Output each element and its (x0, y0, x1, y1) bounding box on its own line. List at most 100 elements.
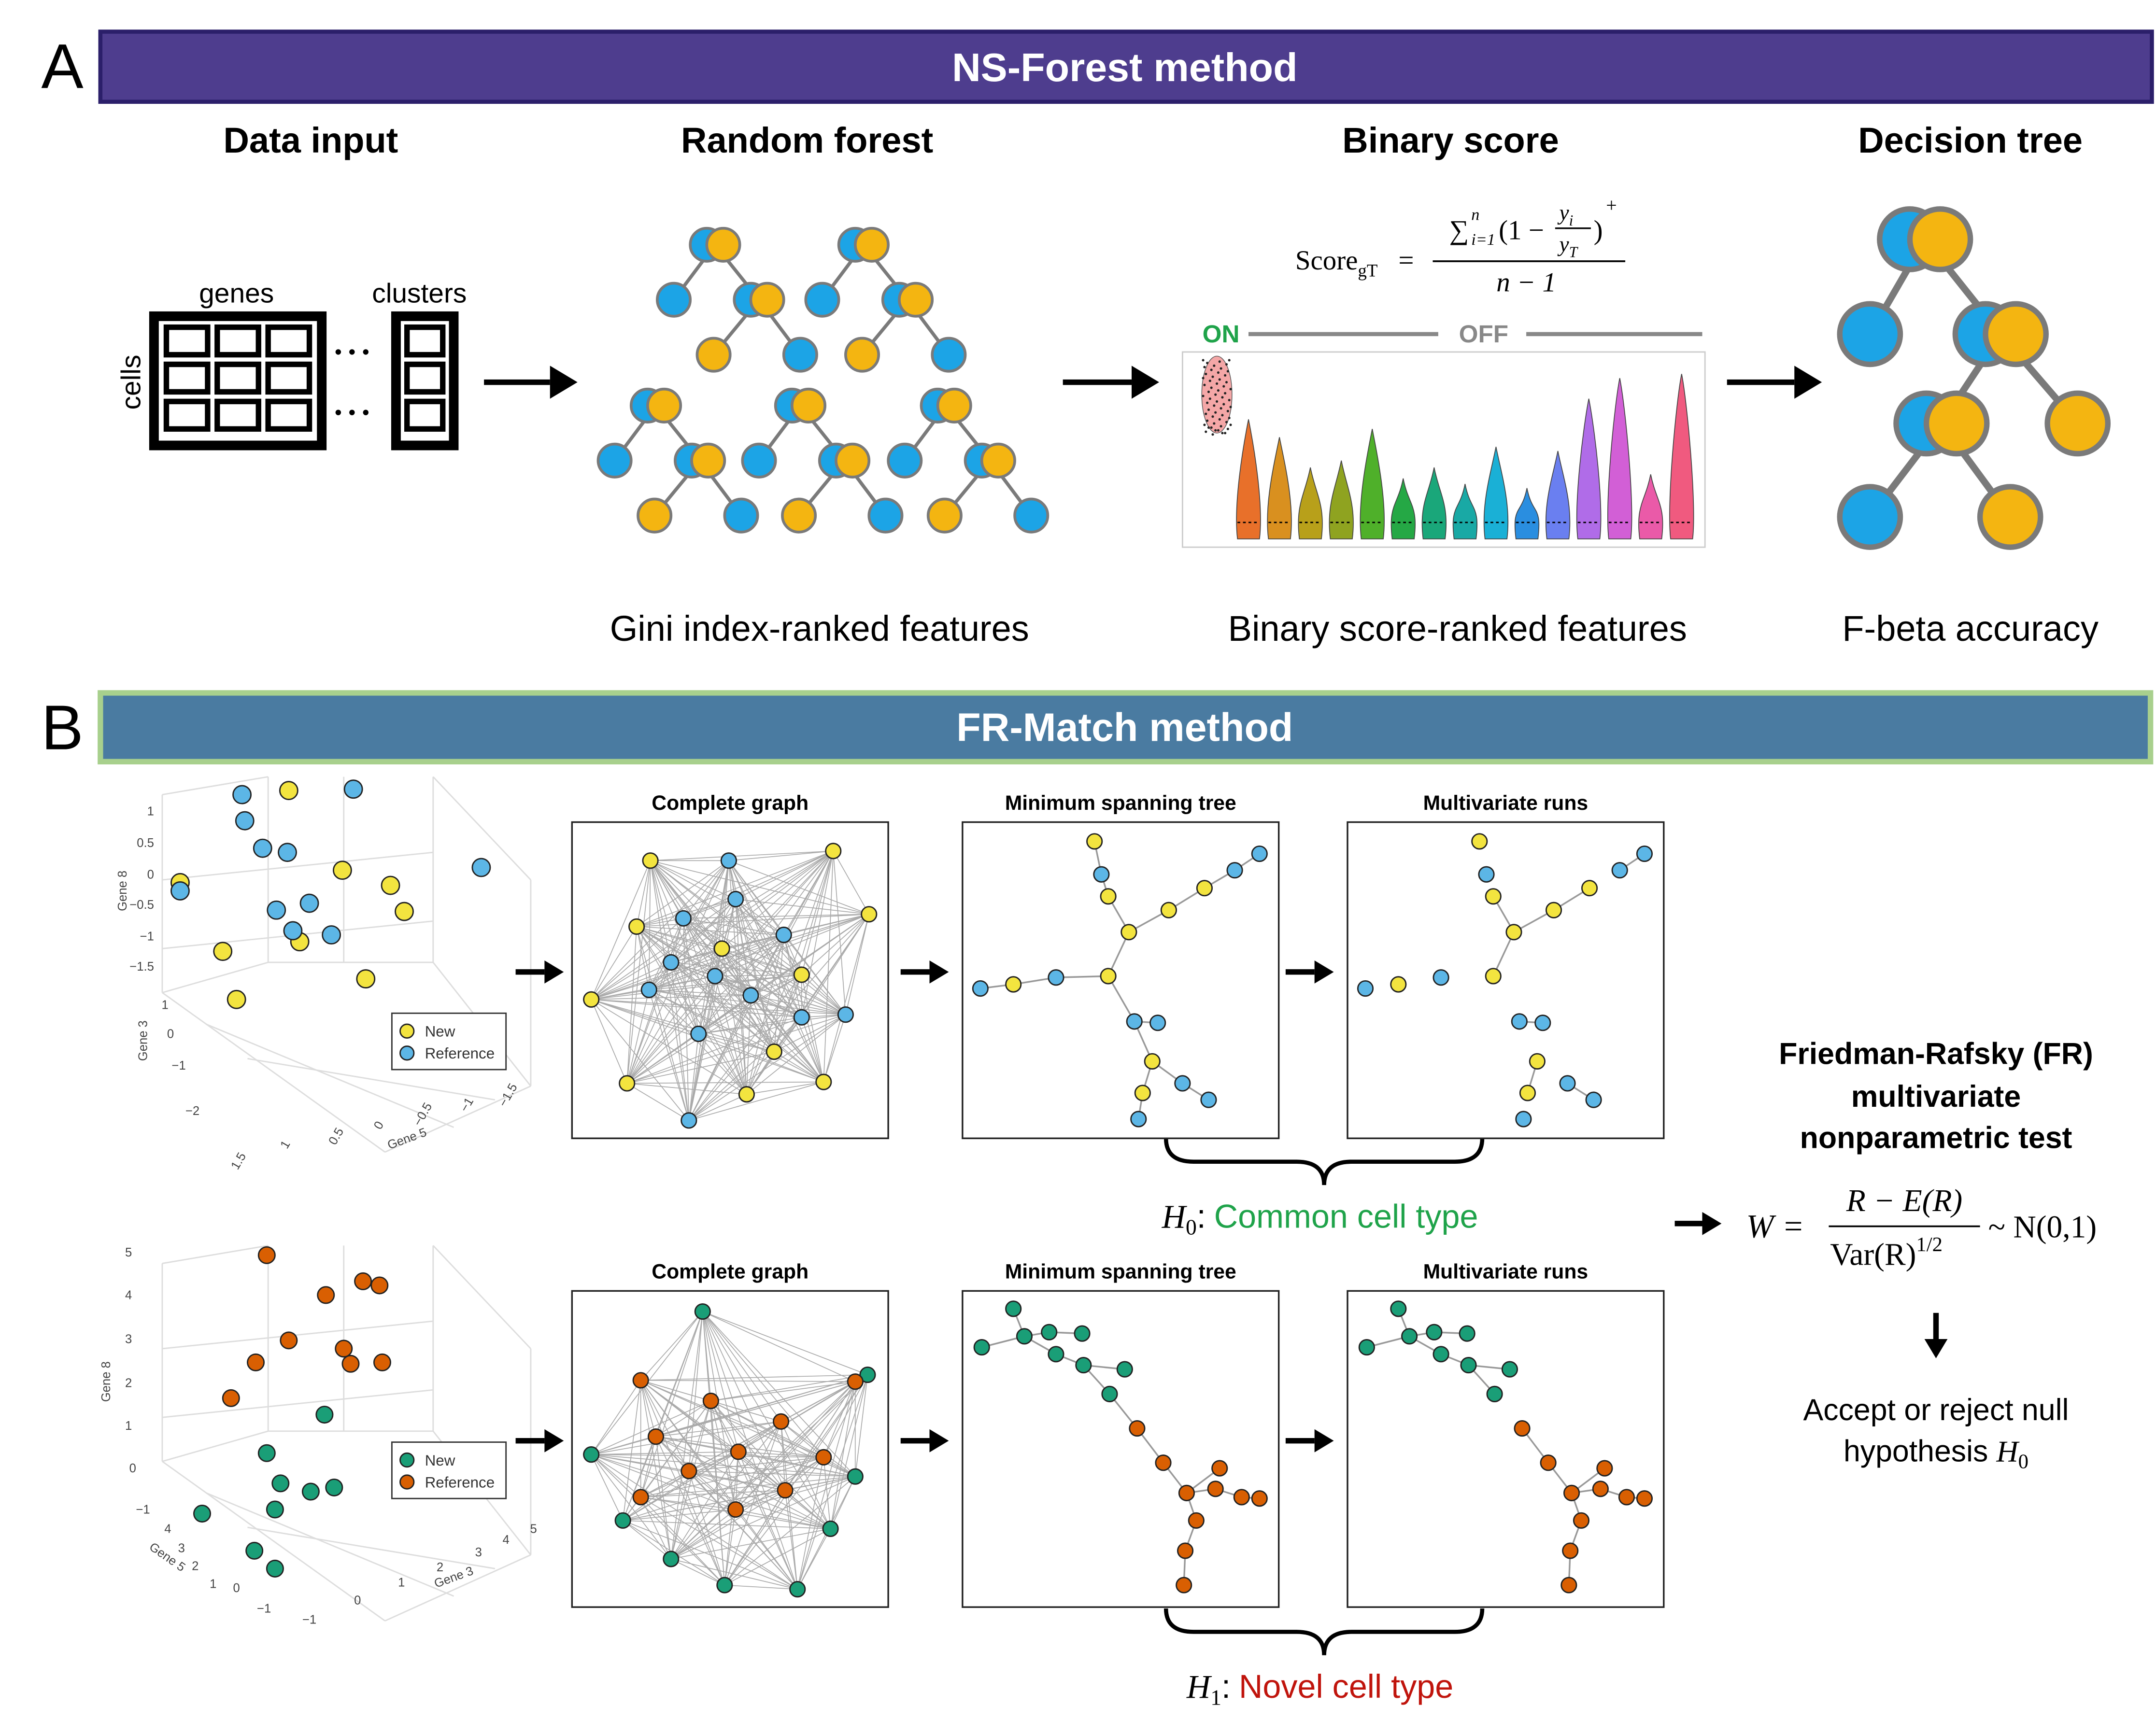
caption: Binary score-ranked features (1228, 608, 1687, 649)
edge (637, 914, 869, 927)
edge (721, 948, 747, 1095)
formula: n − 1 (1496, 268, 1556, 298)
point (341, 1354, 360, 1373)
edge (670, 962, 802, 1018)
point (1116, 1361, 1133, 1378)
point (299, 893, 319, 913)
hypothesis-colon: : (1221, 1668, 1231, 1705)
formula-part: Var(R) (1830, 1237, 1916, 1272)
point (283, 921, 303, 941)
formula-part: y (1557, 232, 1569, 256)
panel-title: NS-Forest method (952, 45, 1297, 90)
edge (650, 860, 846, 1015)
matrix-cell (163, 398, 211, 432)
dot (1215, 382, 1219, 385)
edge (785, 1490, 831, 1529)
node (1983, 301, 2049, 367)
point (1251, 1490, 1268, 1507)
point (973, 1339, 990, 1356)
tick-label: 1 (210, 1577, 216, 1591)
ellipsis-dot (363, 409, 369, 415)
edge (670, 962, 699, 1034)
point (301, 1482, 320, 1501)
matrix-cell (265, 324, 312, 358)
point (1559, 1075, 1576, 1092)
point (640, 981, 657, 998)
point (972, 980, 989, 997)
tick-label: 3 (178, 1541, 185, 1555)
point (1048, 969, 1064, 986)
tick-label: 0 (147, 868, 154, 881)
edge (636, 860, 651, 927)
node (646, 387, 682, 423)
hypothesis: H0: Common cell type (1162, 1198, 1478, 1239)
point (257, 1246, 276, 1264)
matrix-cell (163, 361, 211, 395)
point (1515, 1111, 1532, 1128)
hypothesis-symbol: H (1186, 1668, 1212, 1705)
matrix-cell (265, 361, 312, 395)
point (793, 1009, 810, 1026)
violin (1452, 484, 1478, 539)
point (1174, 1075, 1191, 1092)
point (1126, 1013, 1143, 1030)
node (844, 337, 880, 373)
axis-label: Gene 8 (116, 871, 129, 911)
dot (1205, 412, 1207, 415)
edge (640, 1311, 703, 1381)
edge (636, 926, 699, 1034)
hypothesis: H1: Novel cell type (1186, 1668, 1453, 1709)
point (1176, 1577, 1192, 1594)
edge (735, 1509, 798, 1590)
legend-label: Reference (425, 1474, 495, 1491)
point (1016, 1328, 1033, 1345)
grid-line (162, 1245, 269, 1264)
edge (702, 1311, 824, 1458)
point (213, 942, 233, 961)
edge (650, 860, 736, 900)
violin (1669, 374, 1694, 539)
plot-title: Minimum spanning tree (1005, 1260, 1236, 1284)
plot-frame (962, 1290, 1280, 1608)
point (247, 1353, 265, 1371)
edge (698, 1033, 824, 1083)
edge (688, 860, 729, 1121)
panel-label: B (41, 692, 83, 763)
point (315, 1406, 334, 1424)
grid-line (432, 776, 531, 881)
edge (670, 899, 736, 963)
edge (649, 989, 824, 1083)
edge (655, 1381, 856, 1437)
dot (1203, 383, 1206, 386)
formula: ∑ (1449, 215, 1469, 245)
point (1233, 1489, 1250, 1506)
dot (1210, 368, 1213, 371)
formula: ~ N(0,1) (1988, 1210, 2097, 1244)
node (790, 387, 827, 423)
point (325, 1478, 343, 1496)
tick-label: 3 (475, 1546, 482, 1559)
edge (640, 1496, 725, 1586)
edge (702, 1311, 711, 1401)
formula: n (1471, 206, 1479, 224)
formula-part: T (1569, 243, 1579, 260)
edge (626, 860, 729, 1084)
edge (702, 1311, 831, 1529)
tick-label: 1 (147, 804, 154, 818)
node (1837, 484, 1903, 550)
point (381, 875, 400, 895)
arrow-head (544, 960, 564, 984)
point (1478, 866, 1495, 883)
point (253, 838, 272, 858)
dot (1217, 371, 1220, 374)
point (793, 966, 810, 983)
node (596, 442, 633, 479)
edge (688, 1033, 699, 1121)
formula-part: 1/2 (1916, 1233, 1943, 1256)
dot (1228, 416, 1231, 420)
node (853, 226, 890, 263)
arrow-head (544, 1429, 564, 1453)
point (1618, 1489, 1635, 1506)
edge (688, 899, 736, 1121)
ellipsis-dot (349, 349, 355, 355)
